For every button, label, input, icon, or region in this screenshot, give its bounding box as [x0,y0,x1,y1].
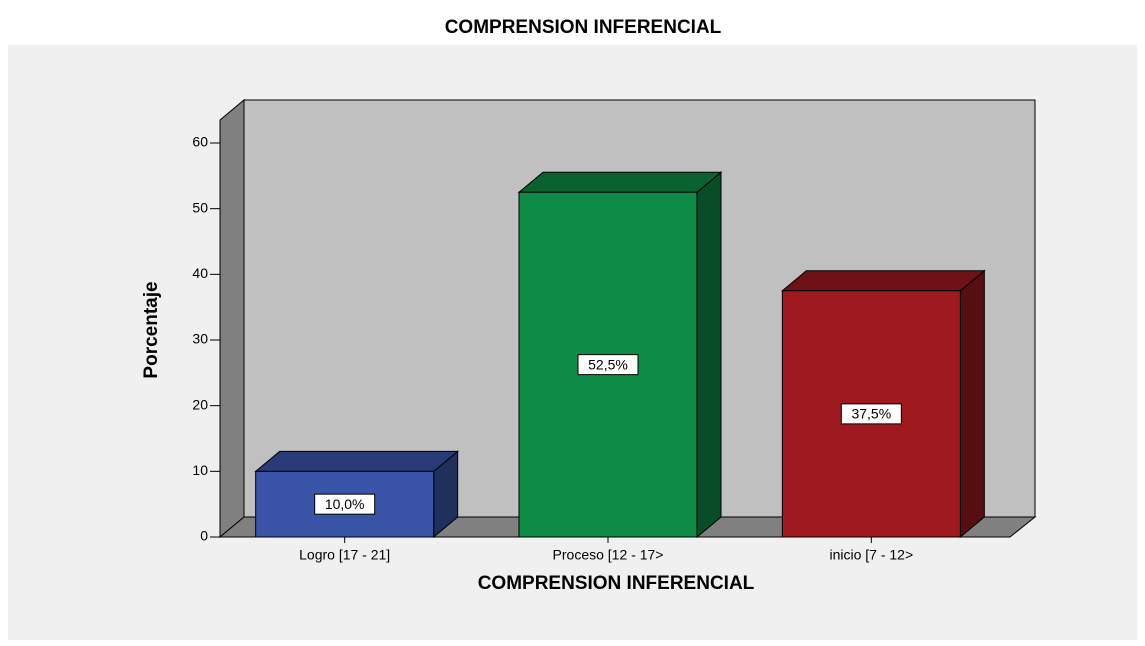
value-label-box [314,493,376,515]
chart-title: COMPRENSION INFERENCIAL [445,17,722,38]
value-label: 52,5% [588,356,628,372]
bar-side [696,171,722,539]
bar-side [959,269,985,539]
x-tick-label: Logro [17 - 21] [299,547,390,563]
y-axis-title: Porcentaje [141,281,162,378]
bar-top [517,171,723,193]
side-wall [219,98,245,539]
y-tick-label: 40 [192,265,208,281]
x-tick-label: inicio [7 - 12> [829,547,913,563]
x-axis-title: COMPRENSION INFERENCIAL [478,573,755,594]
y-tick-label: 20 [192,396,208,412]
y-tick-label: 60 [192,134,208,150]
y-tick-label: 50 [192,199,208,215]
value-label: 10,0% [325,496,365,512]
value-label-box [577,354,639,376]
y-tick-label: 0 [200,528,208,544]
bar-top [780,270,986,292]
bar-top [254,450,460,472]
value-label: 37,5% [851,406,891,422]
y-tick-label: 30 [192,331,208,347]
value-label-box [840,403,902,425]
y-tick-label: 10 [192,462,208,478]
x-tick-label: Proceso [12 - 17> [553,547,664,563]
